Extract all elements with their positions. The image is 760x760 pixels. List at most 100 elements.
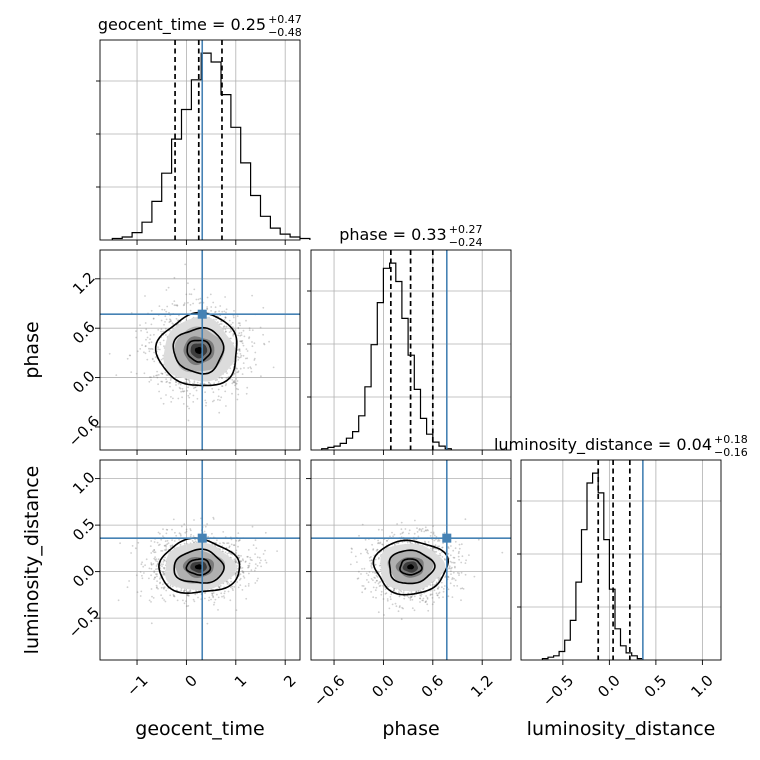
sample-point (156, 376, 159, 379)
panel-title-phase: phase = 0.33 (339, 225, 446, 244)
sample-point (242, 344, 245, 347)
sample-point (249, 558, 252, 561)
sample-point (163, 323, 165, 326)
sample-point (378, 542, 381, 545)
contour-1 (388, 549, 436, 585)
y-tick-label-phase-2: 0.6 (69, 318, 99, 348)
sample-point (141, 344, 144, 347)
sample-point (435, 535, 438, 538)
sample-point (247, 566, 250, 569)
sample-point (155, 565, 158, 567)
sample-point (171, 303, 174, 305)
sample-point (231, 587, 234, 590)
sample-point (230, 580, 233, 583)
sample-point (374, 563, 377, 566)
sample-point (157, 374, 160, 376)
sample-point (453, 577, 455, 580)
sample-point (251, 341, 253, 343)
sample-point (206, 296, 209, 299)
sample-point (186, 405, 189, 408)
sample-point (375, 549, 378, 552)
sample-point (160, 358, 163, 361)
sample-point (162, 567, 165, 569)
sample-point (160, 594, 163, 597)
sample-point (211, 400, 214, 403)
sample-point (379, 580, 382, 583)
sample-point (175, 304, 177, 307)
sample-point (447, 595, 450, 598)
sample-point (362, 585, 365, 587)
sample-point (361, 585, 364, 587)
sample-point (398, 606, 401, 609)
sample-point (374, 572, 376, 574)
sample-point (235, 539, 238, 542)
sample-point (401, 532, 404, 535)
sample-point (388, 607, 391, 610)
sample-point (424, 529, 427, 532)
sample-point (245, 392, 248, 395)
sample-point (140, 329, 143, 332)
sample-point (237, 371, 240, 374)
sample-point (432, 532, 435, 535)
sample-point (246, 386, 249, 389)
sample-point (247, 555, 249, 558)
sample-point (244, 585, 247, 587)
sample-point (172, 518, 175, 521)
sample-point (159, 543, 161, 546)
sample-point (418, 529, 421, 531)
sample-point (256, 556, 259, 559)
sample-point (370, 562, 373, 565)
sample-point (454, 540, 457, 543)
sample-point (237, 356, 240, 358)
sample-point (417, 542, 420, 545)
sample-point (148, 350, 151, 353)
scatter-inner (100, 250, 300, 450)
sample-point (162, 402, 165, 405)
sample-point (434, 544, 437, 547)
sample-point (227, 590, 230, 593)
sample-point (221, 385, 223, 387)
sample-point (179, 534, 182, 537)
sample-point (473, 575, 476, 578)
x-axis-label-luminosity_distance: luminosity_distance (527, 718, 716, 740)
sample-point (410, 595, 413, 598)
sample-point (194, 386, 197, 389)
title-lower-error: −0.24 (449, 236, 483, 249)
sample-point (426, 529, 429, 531)
sample-point (154, 576, 157, 579)
sample-point (185, 378, 188, 381)
sample-point (421, 599, 424, 602)
sample-point (238, 356, 241, 359)
sample-point (453, 584, 455, 587)
sample-point (230, 553, 233, 555)
sample-point (372, 548, 375, 550)
sample-point (185, 378, 188, 381)
sample-point (182, 403, 185, 405)
sample-point (442, 596, 444, 598)
sample-point (165, 549, 167, 552)
sample-point (155, 374, 158, 377)
sample-point (167, 286, 170, 289)
sample-point (453, 556, 456, 559)
sample-point (248, 565, 251, 567)
sample-point (237, 586, 240, 589)
sample-point (454, 579, 457, 582)
sample-point (431, 597, 434, 599)
sample-point (194, 538, 196, 541)
sample-point (235, 549, 238, 552)
sample-point (272, 366, 275, 369)
sample-point (461, 555, 464, 558)
sample-point (139, 348, 142, 350)
sample-point (171, 544, 174, 547)
sample-point (249, 366, 252, 369)
sample-point (183, 542, 186, 545)
sample-point (409, 542, 412, 545)
sample-point (128, 580, 131, 582)
sample-point (391, 603, 394, 606)
sample-point (391, 531, 393, 534)
sample-point (373, 576, 376, 579)
sample-point (160, 319, 163, 322)
sample-point (409, 597, 412, 600)
sample-point (240, 331, 243, 334)
sample-point (424, 601, 427, 603)
